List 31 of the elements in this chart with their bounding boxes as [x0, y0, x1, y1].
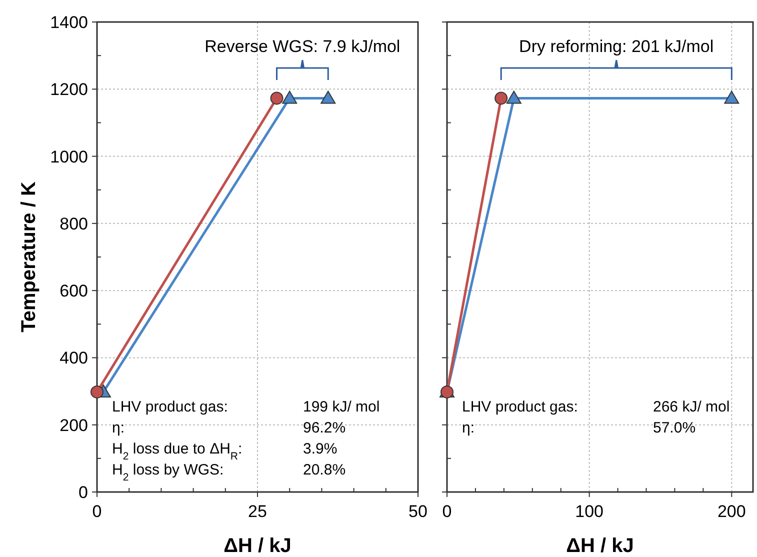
annotation: 199 kJ/ mol — [303, 398, 380, 416]
y-axis-title: Temperature / K — [18, 181, 40, 332]
annotation: LHV product gas: — [112, 398, 228, 416]
annotation: LHV product gas: — [462, 398, 578, 416]
y-tick-label: 1400 — [50, 13, 88, 32]
annotation: η: — [462, 419, 475, 436]
x-tick-label: 0 — [442, 502, 452, 521]
x-tick-label: 50 — [408, 502, 428, 521]
x-tick-label: 200 — [717, 502, 746, 521]
annotation: H$_{2}$ loss due to ΔH$_{R}$: — [112, 440, 242, 462]
y-tick-label: 600 — [60, 282, 88, 301]
x-tick-label: 100 — [575, 502, 604, 521]
annotation: H$_{2}$ loss by WGS: — [112, 461, 224, 484]
y-tick-label: 200 — [60, 416, 88, 435]
annotation: Dry reforming: 201 kJ/mol — [519, 37, 714, 56]
y-tick-label: 1000 — [50, 147, 88, 166]
annotation: Reverse WGS: 7.9 kJ/mol — [204, 37, 400, 56]
annotation: 57.0% — [653, 419, 696, 436]
annotation: 96.2% — [303, 419, 346, 436]
x-tick-label: 25 — [248, 502, 267, 521]
x-axis-title: ΔH / kJ — [224, 535, 292, 557]
y-tick-label: 800 — [60, 214, 88, 234]
y-tick-label: 400 — [60, 348, 88, 368]
y-tick-label: 1200 — [50, 80, 88, 100]
y-tick-label: 0 — [78, 483, 88, 502]
annotation: 266 kJ/ mol — [653, 398, 730, 416]
annotation: 20.8% — [303, 461, 346, 478]
annotation: η: — [112, 419, 125, 436]
annotation: 3.9% — [303, 440, 338, 458]
x-tick-label: 0 — [92, 502, 102, 521]
x-axis-title: ΔH / kJ — [566, 535, 634, 557]
